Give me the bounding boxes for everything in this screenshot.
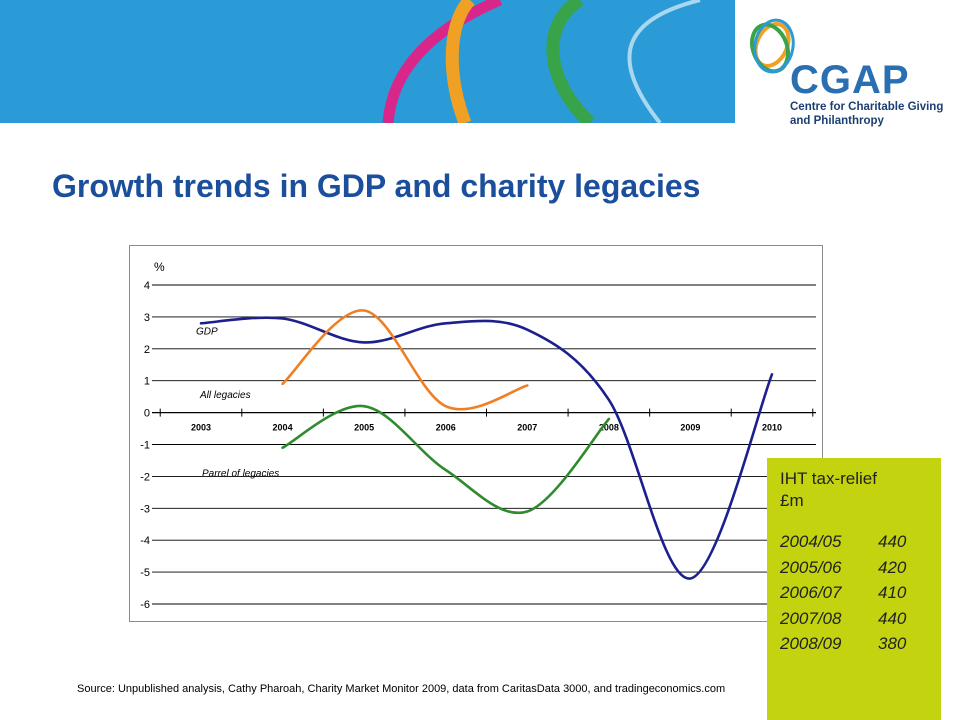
cgap-logo: CGAP Centre for Charitable Giving and Ph… bbox=[790, 60, 943, 128]
source-note: Source: Unpublished analysis, Cathy Phar… bbox=[77, 683, 726, 695]
iht-year: 2006/07 bbox=[780, 583, 842, 602]
chart-frame: 4 3 2 1 0 -1 -2 -3 -4 -5 -6 2003 2004 2005 2006 2007 200… bbox=[129, 245, 823, 622]
iht-year: 2005/06 bbox=[780, 557, 842, 577]
y-unit-label: % bbox=[154, 260, 165, 274]
iht-year: 2007/08 bbox=[780, 608, 842, 628]
iht-row: 2007/08 440 bbox=[780, 606, 906, 632]
y-tick-label: 4 bbox=[144, 280, 150, 292]
x-tick-label: 2009 bbox=[680, 423, 700, 433]
iht-row: 2008/09 380 bbox=[780, 631, 906, 657]
x-tick-label: 2006 bbox=[436, 423, 456, 433]
x-tick-label: 2003 bbox=[191, 423, 211, 433]
series-label: Parrel of legacies bbox=[202, 468, 279, 479]
iht-value: 420 bbox=[878, 557, 907, 577]
iht-row: 2006/07 410 bbox=[780, 580, 906, 606]
iht-row: 2005/06 420 bbox=[780, 555, 906, 581]
logo-subtitle-line1: Centre for Charitable Giving bbox=[790, 101, 944, 113]
decorative-swoosh-white bbox=[627, 0, 701, 123]
iht-row: 2004/05 440 bbox=[780, 529, 906, 555]
y-tick-label: -1 bbox=[140, 440, 150, 452]
series-label: All legacies bbox=[199, 390, 251, 401]
all-legacies-line bbox=[281, 309, 529, 411]
x-tick-label: 2005 bbox=[354, 423, 374, 433]
y-tick-label: -2 bbox=[140, 471, 150, 483]
y-tick-label: -4 bbox=[140, 535, 150, 547]
logo-subtitle-line2: and Philanthropy bbox=[790, 115, 884, 127]
y-tick-label: 2 bbox=[144, 344, 150, 356]
parrel-legacies-line bbox=[281, 404, 611, 515]
y-tick-label: -3 bbox=[140, 503, 150, 515]
slide-title: Growth trends in GDP and charity legacie… bbox=[52, 168, 701, 204]
decorative-swoosh-orange bbox=[445, 0, 475, 123]
iht-value: 440 bbox=[878, 608, 907, 628]
iht-table: 2004/05 440 2005/06 420 2006/07 410 2007… bbox=[780, 529, 906, 657]
decorative-swoosh-magenta bbox=[382, 0, 503, 123]
y-tick-label: -6 bbox=[140, 599, 150, 611]
header-banner bbox=[0, 0, 960, 123]
x-tick-label: 2010 bbox=[762, 423, 782, 433]
iht-title: IHT tax-relief bbox=[780, 469, 877, 488]
y-tick-label: 1 bbox=[144, 376, 150, 388]
x-tick-label: 2007 bbox=[517, 423, 537, 433]
y-tick-label: 3 bbox=[144, 312, 150, 324]
logo-name: CGAP bbox=[790, 58, 910, 102]
series-label: GDP bbox=[196, 326, 218, 337]
cgap-logo-icon bbox=[750, 18, 795, 74]
gdp-line bbox=[199, 316, 774, 580]
line-chart: 4 3 2 1 0 -1 -2 -3 -4 -5 -6 2003 2004 2005 2006 2007 200… bbox=[140, 260, 816, 611]
iht-year: 2008/09 bbox=[780, 634, 842, 653]
x-tick-label: 2004 bbox=[273, 423, 293, 433]
iht-unit: £m bbox=[780, 491, 804, 510]
iht-value: 410 bbox=[878, 583, 907, 602]
y-tick-label: 0 bbox=[144, 408, 150, 420]
decorative-swoosh-green bbox=[546, 0, 595, 123]
iht-year: 2004/05 bbox=[780, 532, 842, 551]
iht-tax-relief-box: IHT tax-relief £m 2004/05 440 2005/06 42… bbox=[767, 458, 941, 720]
iht-value: 380 bbox=[878, 634, 907, 653]
x-tick-label: 2008 bbox=[599, 423, 619, 433]
y-tick-label: -5 bbox=[140, 567, 150, 579]
iht-value: 440 bbox=[878, 532, 907, 551]
